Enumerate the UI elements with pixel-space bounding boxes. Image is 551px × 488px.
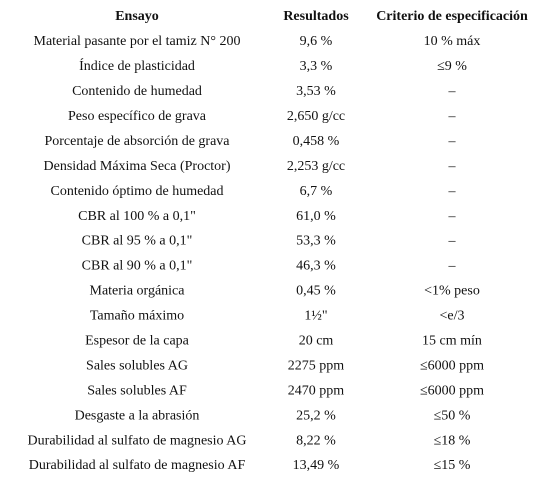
test-name: Sales solubles AF <box>87 383 187 398</box>
result: 0,45 % <box>296 284 336 299</box>
specification: ≤18 % <box>434 433 471 448</box>
specification: ≤6000 ppm <box>420 358 484 373</box>
result: 0,458 % <box>293 134 340 149</box>
specification: 10 % máx <box>424 34 481 49</box>
test-name: Desgaste a la abrasión <box>75 408 200 423</box>
test-name: Contenido óptimo de humedad <box>50 184 223 199</box>
result: 13,49 % <box>293 458 340 473</box>
test-name: Materia orgánica <box>90 284 186 299</box>
result: 1½" <box>304 309 327 324</box>
specification: – <box>448 209 457 224</box>
test-name: Peso específico de grava <box>68 109 207 124</box>
specification: 15 cm mín <box>422 333 482 348</box>
test-name: CBR al 95 % a 0,1" <box>82 234 193 249</box>
specification: – <box>448 109 457 124</box>
result: 6,7 % <box>300 184 333 199</box>
result: 3,53 % <box>296 84 336 99</box>
test-name: Durabilidad al sulfato de magnesio AG <box>28 433 247 448</box>
test-name: CBR al 100 % a 0,1" <box>78 209 196 224</box>
test-name: Durabilidad al sulfato de magnesio AF <box>29 458 246 473</box>
result: 3,3 % <box>300 59 333 74</box>
specification: – <box>448 259 457 274</box>
test-name: Tamaño máximo <box>90 309 184 324</box>
test-name: Sales solubles AG <box>86 358 188 373</box>
result: 8,22 % <box>296 433 336 448</box>
test-name: Contenido de humedad <box>72 84 202 99</box>
result: 2,650 g/cc <box>287 109 345 124</box>
result: 9,6 % <box>300 34 333 49</box>
specification: <1% peso <box>424 284 480 299</box>
result: 2470 ppm <box>288 383 345 398</box>
specification: – <box>448 84 457 99</box>
specification: – <box>448 184 457 199</box>
test-name: Índice de plasticidad <box>79 57 195 74</box>
specification: ≤15 % <box>434 458 471 473</box>
specification: – <box>448 134 457 149</box>
header-cell: Resultados <box>283 9 349 24</box>
result: 46,3 % <box>296 259 336 274</box>
test-name: CBR al 90 % a 0,1" <box>82 259 193 274</box>
result: 25,2 % <box>296 408 336 423</box>
specification: ≤6000 ppm <box>420 383 484 398</box>
specification: ≤9 % <box>437 59 467 74</box>
result: 2275 ppm <box>288 358 345 373</box>
specification: ≤50 % <box>434 408 471 423</box>
result: 61,0 % <box>296 209 336 224</box>
specification: – <box>448 234 457 249</box>
header-cell: Criterio de especificación <box>376 9 528 24</box>
result: 53,3 % <box>296 234 336 249</box>
result: 2,253 g/cc <box>287 159 345 174</box>
test-name: Material pasante por el tamiz N° 200 <box>34 34 241 49</box>
specification: – <box>448 159 457 174</box>
test-name: Densidad Máxima Seca (Proctor) <box>44 159 231 174</box>
result: 20 cm <box>299 333 334 348</box>
header-cell: Ensayo <box>115 9 159 24</box>
test-name: Porcentaje de absorción de grava <box>44 134 230 149</box>
specification: <e/3 <box>440 309 465 324</box>
test-name: Espesor de la capa <box>85 333 190 348</box>
